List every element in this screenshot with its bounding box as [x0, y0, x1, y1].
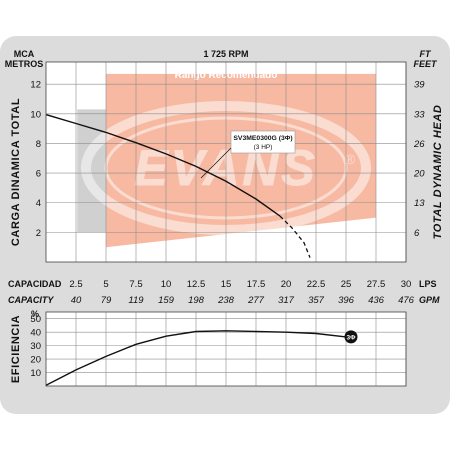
lps-tick-label: 30: [401, 279, 412, 290]
gpm-tick-label: 79: [101, 295, 112, 306]
efficiency-series-label: 3Φ: [347, 334, 357, 341]
head-curve-solid: [46, 113, 281, 217]
gpm-tick-label: 436: [368, 295, 385, 306]
meters-tick-label: 6: [36, 169, 41, 180]
right-unit-top: FT: [420, 49, 432, 59]
meters-tick-label: 8: [36, 139, 41, 150]
right-unit-bottom: FEET: [413, 59, 438, 69]
feet-tick-label: 6: [414, 228, 420, 239]
gpm-ticks: 40 79 119 159 198 238 277 317 357 396 436 476: [71, 295, 415, 306]
meters-tick-label: 4: [36, 198, 41, 209]
gpm-tick-label: 396: [338, 295, 355, 306]
left-axis-title: CARGA DINAMICA TOTAL: [10, 98, 22, 246]
lps-ticks: 2.5 5 7.5 10 12.5 15 17.5 20 22.5 25 27.5 30: [69, 279, 411, 290]
efficiency-curve-line: [46, 330, 347, 386]
gpm-tick-label: 357: [308, 295, 325, 306]
head-plot-border: [45, 61, 407, 263]
feet-tick-label: 26: [413, 139, 425, 150]
efficiency-ticks: 10 20 30 40 50: [30, 314, 41, 379]
head-ticks-meters: 2 4 6 8 10 12: [30, 80, 41, 239]
gpm-tick-label: 317: [278, 295, 295, 306]
gpm-tick-label: 476: [398, 295, 415, 306]
efficiency-curve: [46, 330, 347, 386]
chart-title: 1 725 RPM: [203, 49, 248, 59]
efficiency-axis-title: EFICIENCIA: [10, 315, 22, 383]
feet-tick-label: 33: [414, 109, 425, 120]
gpm-tick-label: 119: [128, 295, 144, 306]
efficiency-unit: %: [31, 309, 39, 319]
lps-tick-label: 22.5: [307, 279, 326, 290]
efficiency-tick-label: 10: [30, 368, 41, 379]
gpm-tick-label: 159: [158, 295, 175, 306]
gpm-tick-label: 40: [71, 295, 82, 306]
lps-tick-label: 2.5: [69, 279, 82, 290]
efficiency-tick-label: 40: [30, 328, 41, 339]
left-unit-top: MCA: [14, 49, 35, 59]
meters-tick-label: 12: [30, 80, 41, 91]
annotation-leader-line: [200, 147, 232, 179]
efficiency-tick-label: 50: [30, 314, 41, 325]
curve-annotation: SV3ME0300G (3Φ) (3 HP): [200, 130, 296, 179]
annotation-power: (3 HP): [254, 144, 273, 151]
lps-tick-label: 7.5: [129, 279, 142, 290]
capacidad-label: CAPACIDAD: [8, 279, 62, 289]
meters-tick-label: 2: [36, 228, 41, 239]
gpm-tick-label: 238: [217, 295, 235, 306]
efficiency-curve-marker: 3Φ: [344, 330, 358, 344]
lps-tick-label: 10: [161, 279, 172, 290]
lps-tick-label: 12.5: [187, 279, 206, 290]
gpm-tick-label: 277: [247, 295, 265, 306]
annotation-model: SV3ME0300G (3Φ): [233, 135, 292, 142]
watermark-registered-mark: ®: [345, 151, 356, 167]
right-axis-title: TOTAL DYNAMIC HEAD: [432, 105, 444, 240]
lps-tick-label: 5: [103, 279, 108, 290]
feet-tick-label: 39: [414, 80, 425, 91]
capacity-label: CAPACITY: [8, 295, 54, 305]
head-curve: [46, 113, 311, 258]
efficiency-plot-border: [45, 311, 407, 387]
feet-tick-label: 20: [413, 169, 425, 180]
gpm-unit: GPM: [419, 295, 440, 305]
head-curve-dashed-end: [279, 215, 311, 258]
efficiency-end-marker: [344, 330, 358, 344]
lps-tick-label: 25: [341, 279, 352, 290]
head-ticks-feet: 6 13 20 26 33 39: [413, 80, 425, 239]
efficiency-tick-label: 20: [30, 355, 41, 366]
feet-tick-label: 13: [414, 198, 425, 209]
gpm-tick-label: 198: [188, 295, 205, 306]
lps-tick-label: 27.5: [367, 279, 386, 290]
left-unit-bottom: METROS: [5, 59, 44, 69]
lps-unit: LPS: [419, 279, 437, 289]
annotation-box: [230, 130, 296, 154]
lps-tick-label: 20: [281, 279, 292, 290]
efficiency-tick-label: 30: [30, 341, 41, 352]
lps-tick-label: 15: [221, 279, 232, 290]
meters-tick-label: 10: [30, 109, 41, 120]
lps-tick-label: 17.5: [247, 279, 266, 290]
